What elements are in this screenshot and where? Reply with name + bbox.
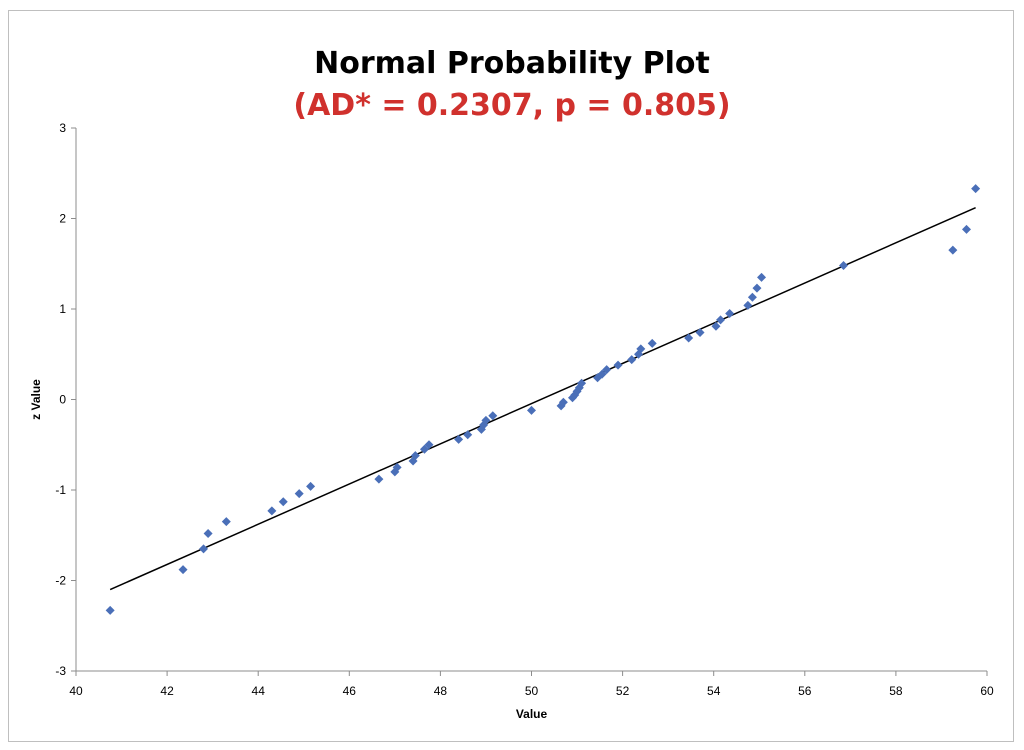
data-point	[463, 430, 473, 440]
data-point	[743, 300, 753, 310]
data-point	[577, 378, 587, 388]
y-tick-label: 3	[59, 121, 66, 135]
fit-line-group	[109, 206, 976, 591]
x-axis-label: Value	[516, 707, 548, 721]
x-tick-label: 40	[69, 684, 83, 698]
points-group	[105, 184, 981, 615]
axes: -3 -2 -1 0 1 2 3 40 42 44 46 48 50 52 54 56 58 60	[55, 121, 994, 698]
data-point	[752, 283, 762, 293]
chart-frame	[8, 10, 1014, 742]
x-tick-label: 56	[798, 684, 812, 698]
data-point	[839, 261, 849, 271]
data-point	[725, 309, 735, 319]
data-point	[948, 245, 958, 255]
data-point	[221, 517, 231, 527]
data-point	[105, 605, 115, 615]
data-point	[527, 405, 536, 415]
data-point	[488, 411, 498, 421]
x-tick-label: 52	[616, 684, 630, 698]
data-point	[199, 544, 209, 554]
data-point	[597, 369, 607, 379]
data-point	[613, 360, 623, 370]
data-point	[419, 444, 429, 454]
x-tick-label: 44	[252, 684, 266, 698]
y-tick-label: -1	[55, 483, 66, 497]
x-tick-label: 60	[980, 684, 994, 698]
data-point	[410, 451, 420, 461]
data-point	[647, 338, 657, 348]
data-point	[962, 224, 972, 234]
data-point	[711, 321, 721, 331]
data-point	[392, 462, 402, 472]
data-point	[695, 328, 705, 338]
x-tick-label: 50	[525, 684, 539, 698]
data-point	[374, 474, 384, 484]
data-point	[747, 292, 757, 302]
data-point	[278, 497, 288, 507]
y-tick-label: -3	[55, 664, 66, 678]
x-tick-label: 58	[889, 684, 903, 698]
data-point	[178, 565, 188, 575]
y-tick-label: 1	[59, 302, 66, 316]
data-point	[267, 506, 277, 516]
chart-subtitle: (AD* = 0.2307, p = 0.805)	[293, 88, 731, 123]
y-tick-label: 0	[59, 393, 66, 407]
data-point	[454, 434, 464, 444]
y-tick-label: -2	[55, 574, 66, 588]
y-tick-label: 2	[59, 212, 66, 226]
data-point	[684, 333, 694, 343]
data-point	[602, 365, 612, 375]
data-point	[757, 272, 767, 282]
x-tick-label: 54	[707, 684, 721, 698]
fit-line	[109, 206, 976, 591]
chart-title: Normal Probability Plot	[314, 46, 710, 81]
data-point	[306, 481, 316, 491]
data-point	[203, 528, 213, 538]
data-point	[481, 415, 491, 425]
x-tick-label: 48	[434, 684, 448, 698]
data-point	[627, 355, 637, 365]
data-point	[424, 440, 434, 450]
data-point	[971, 184, 981, 194]
data-point	[636, 344, 646, 354]
data-point	[558, 397, 568, 407]
data-point	[294, 489, 304, 499]
x-tick-label: 46	[343, 684, 357, 698]
data-point	[716, 315, 726, 325]
y-axis-label: z Value	[29, 379, 43, 420]
x-tick-label: 42	[160, 684, 174, 698]
